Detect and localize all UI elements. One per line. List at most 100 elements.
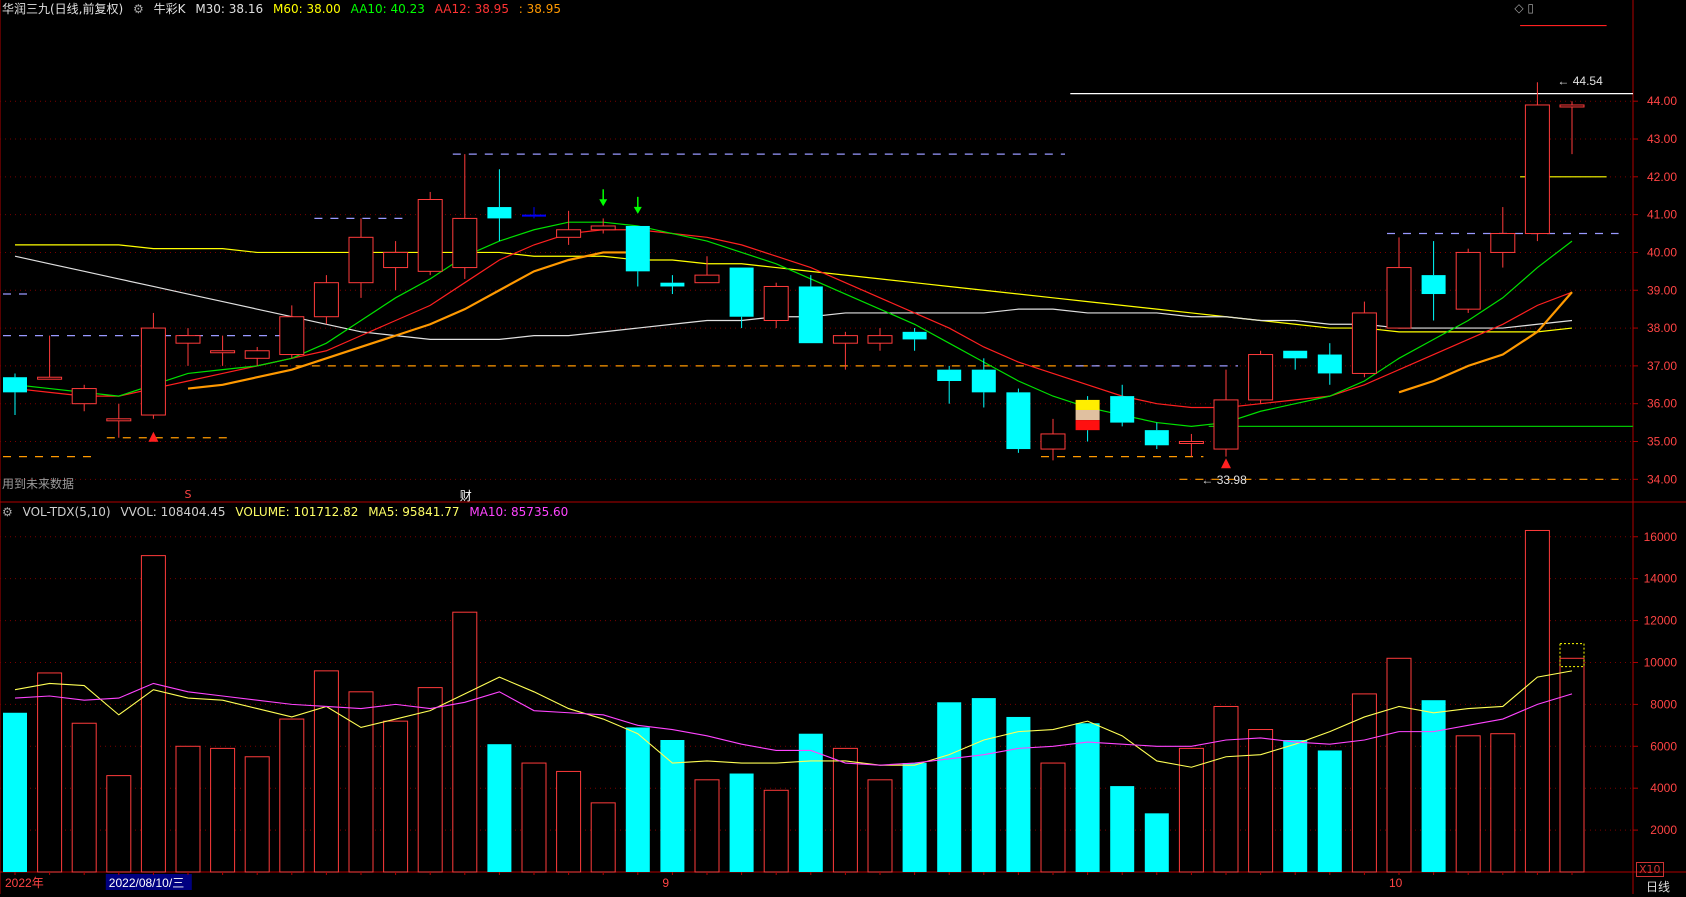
candle-body xyxy=(487,207,512,219)
volume-bar xyxy=(1075,723,1100,872)
candle-body xyxy=(106,418,132,422)
volume-bar xyxy=(694,779,720,873)
volume-bar xyxy=(1144,813,1169,872)
volume-bar xyxy=(798,733,823,872)
candle-body xyxy=(1559,104,1585,108)
price-tick-label: 34.00 xyxy=(1647,472,1677,486)
candle-body xyxy=(417,199,443,272)
volume-bar xyxy=(244,756,270,873)
settings-icon[interactable]: ⚙ xyxy=(133,2,144,16)
volume-tick-label: 8000 xyxy=(1650,697,1677,711)
price-tick-label: 43.00 xyxy=(1647,132,1677,146)
candle-body xyxy=(1386,267,1412,329)
volume-bar xyxy=(313,670,339,873)
vol-ma5-value: MA5: 95841.77 xyxy=(368,505,460,519)
price-tick-label: 41.00 xyxy=(1647,208,1677,222)
volume-bar xyxy=(348,691,374,873)
volume-bar xyxy=(521,762,547,873)
volume-bar xyxy=(556,770,582,873)
volume-bar xyxy=(590,802,616,873)
candle-body xyxy=(210,350,236,354)
stock-name[interactable]: 华润三九(日线,前复权) xyxy=(2,2,124,16)
ma-m30: M30: 38.16 xyxy=(195,2,264,16)
candle-body xyxy=(625,225,650,272)
candle-body xyxy=(1351,312,1377,374)
volume-bar xyxy=(1040,762,1066,873)
volume-bar xyxy=(1006,716,1031,872)
volume-bar xyxy=(175,745,201,873)
volume-bar xyxy=(210,747,236,873)
volume-value: VOLUME: 101712.82 xyxy=(235,505,359,519)
volume-ma10-line xyxy=(14,682,1573,766)
x10-button[interactable]: X10 xyxy=(1636,862,1664,877)
volume-bar xyxy=(1283,740,1308,872)
x-axis-date-highlight xyxy=(105,874,192,890)
ma-aa12-line xyxy=(14,229,1573,409)
low-price-label: ← 33.98 xyxy=(1201,473,1247,487)
price-tick-label: 38.00 xyxy=(1647,321,1677,335)
candle-body xyxy=(937,369,962,381)
candle-body xyxy=(832,335,858,344)
candle-body xyxy=(1075,420,1100,431)
ma-aa10-line xyxy=(14,221,1573,427)
candle-body xyxy=(1317,354,1342,374)
period-label[interactable]: 日线 xyxy=(1646,880,1671,894)
volume-bar xyxy=(417,687,443,873)
volume-bar xyxy=(37,672,63,873)
volume-bar xyxy=(279,718,305,873)
ma-orange: : 38.95 xyxy=(518,2,561,16)
volume-bar xyxy=(71,722,97,873)
volume-bar xyxy=(867,779,893,873)
volume-settings-icon[interactable]: ⚙ xyxy=(2,505,13,519)
marker-cai: 财 xyxy=(460,489,472,503)
candle-body xyxy=(729,267,754,317)
candle-body xyxy=(1110,396,1135,423)
volume-tick-label: 2000 xyxy=(1650,823,1677,837)
candle-body xyxy=(1213,399,1239,450)
volume-bar xyxy=(729,773,754,872)
x-axis-label: 2022年 xyxy=(5,876,44,890)
volume-bar xyxy=(763,789,789,873)
candle-body xyxy=(71,388,97,405)
volume-forecast-box xyxy=(1559,643,1585,668)
volume-bar xyxy=(452,611,478,873)
price-tick-label: 39.00 xyxy=(1647,283,1677,297)
candle-body xyxy=(313,282,339,318)
volume-bar xyxy=(1421,700,1446,872)
candle-body xyxy=(1006,392,1031,450)
candle-body xyxy=(660,282,685,287)
window-controls[interactable]: ◇ ▯ xyxy=(1514,1,1534,15)
volume-tick-label: 10000 xyxy=(1644,655,1678,669)
candle-body xyxy=(1178,441,1204,444)
volume-bar xyxy=(1386,657,1412,873)
candle-body xyxy=(1075,399,1100,410)
volume-tick-label: 4000 xyxy=(1650,781,1677,795)
candle-body xyxy=(1040,433,1066,450)
volume-tick-label: 14000 xyxy=(1644,572,1678,586)
ma-aa10: AA10: 40.23 xyxy=(350,2,425,16)
candle-body xyxy=(763,285,789,321)
volume-header: ⚙ VOL-TDX(5,10) VVOL: 108404.45 VOLUME: … xyxy=(2,505,574,519)
indicator-name[interactable]: 牛彩K xyxy=(153,2,186,16)
volume-bar xyxy=(1213,705,1239,873)
signal-arrow-down xyxy=(633,206,642,214)
price-tick-label: 37.00 xyxy=(1647,359,1677,373)
volume-bar xyxy=(487,744,512,872)
candle-body xyxy=(279,316,305,356)
candle-body xyxy=(694,274,720,284)
candle-body xyxy=(140,327,166,416)
candle-body xyxy=(1421,275,1446,295)
candle-body xyxy=(798,286,823,344)
price-header: 华润三九(日线,前复权) ⚙ 牛彩K M30: 38.16 M60: 38.00… xyxy=(2,0,567,17)
vol-ma10-value: MA10: 85735.60 xyxy=(469,505,569,519)
ma-m30-line xyxy=(14,255,1573,341)
volume-bar xyxy=(1490,733,1516,873)
candle-body xyxy=(590,225,616,231)
volume-bar xyxy=(1178,747,1204,873)
volume-tick-label: 6000 xyxy=(1650,739,1677,753)
x-axis-label: 9 xyxy=(662,876,669,890)
signal-arrow-up xyxy=(148,431,159,442)
candle-body xyxy=(175,335,201,344)
volume-ma5-line xyxy=(14,670,1573,768)
vol-indicator-name[interactable]: VOL-TDX(5,10) xyxy=(22,505,111,519)
